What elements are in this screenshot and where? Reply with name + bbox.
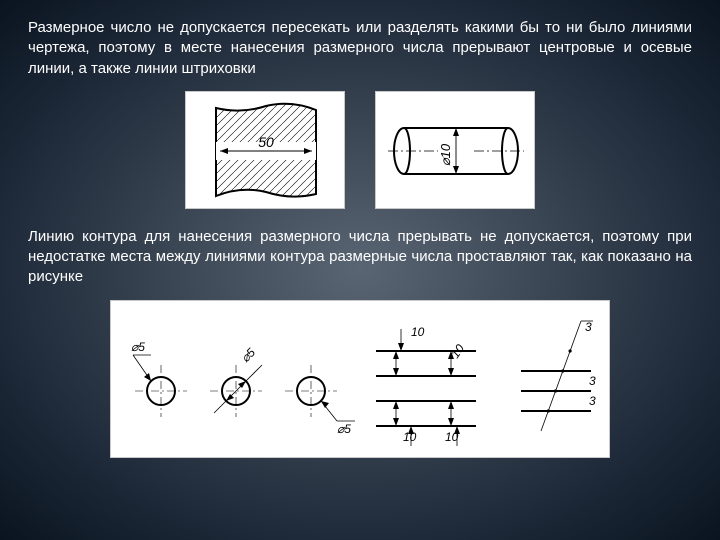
figure-cylinder: ⌀10 [375,91,535,209]
figure-row-1: 50 ⌀10 [28,91,692,209]
label-10-top: 10 [411,325,425,339]
paragraph-2: Линию контура для нанесения размерного ч… [28,227,692,288]
label-3-mid: 3 [589,374,596,388]
label-phi5-2: ⌀5 [238,345,258,365]
dim-50: 50 [258,134,274,150]
label-3-bot: 3 [589,394,596,408]
dim-phi10: ⌀10 [438,143,453,166]
paragraph-1: Размерное число не допускается пересекат… [28,18,692,79]
figure-dimension-examples: ⌀5 ⌀5 ⌀5 [110,300,610,458]
figure-hatched-block: 50 [185,91,345,209]
label-phi5-1: ⌀5 [131,340,145,354]
figure-row-2: ⌀5 ⌀5 ⌀5 [28,300,692,458]
label-3-top: 3 [585,320,592,334]
label-phi5-3: ⌀5 [337,422,351,436]
